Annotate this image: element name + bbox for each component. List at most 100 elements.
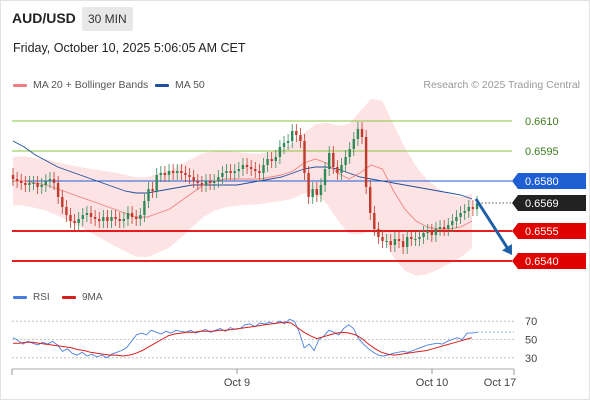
timestamp: Friday, October 10, 2025 5:06:05 AM CET [13, 41, 246, 55]
candle-body [15, 179, 19, 181]
candle-body [81, 215, 84, 219]
candle-body [28, 183, 31, 185]
candle-body [373, 213, 376, 229]
candle-body [130, 213, 134, 217]
candle-body [442, 227, 446, 229]
candle-body [377, 229, 380, 237]
candle-body [385, 241, 388, 242]
candle-body [221, 173, 224, 177]
candle-body [336, 167, 339, 173]
candle [221, 166, 224, 184]
candle-body [307, 173, 310, 197]
candle [225, 164, 228, 180]
candle-body [93, 217, 97, 219]
level-text-0.6610: 0.6610 [525, 116, 559, 128]
candle [229, 164, 232, 180]
candle [410, 230, 413, 246]
candle [163, 166, 167, 182]
candle [274, 150, 277, 168]
candle-body [110, 217, 113, 221]
candle-body [40, 185, 43, 187]
candle [307, 166, 310, 204]
candle-body [463, 211, 466, 213]
legend-ma20-label: MA 20 + Bollinger Bands [33, 79, 149, 91]
candle-body [237, 169, 240, 171]
candle-body [348, 149, 351, 157]
candle-body [20, 181, 23, 183]
candle [237, 162, 240, 178]
candle-body [406, 237, 409, 247]
candle [159, 166, 162, 182]
timeframe-button[interactable]: 30 MIN [82, 7, 133, 31]
rsi-ma9-line [13, 321, 473, 357]
ma20-line [13, 158, 473, 230]
candle-body [455, 217, 458, 221]
candle [73, 214, 76, 230]
level-label-0.6555: 0.6555 [512, 223, 586, 239]
candle-body [418, 237, 421, 239]
candle [245, 158, 249, 174]
candle [471, 200, 475, 216]
candle [455, 210, 458, 228]
candle-body [73, 221, 76, 223]
rsi-swatch-icon [13, 296, 27, 299]
candle-body [171, 171, 175, 173]
candle [40, 178, 43, 194]
candle [258, 164, 261, 180]
candle-body [315, 189, 318, 195]
candle [24, 176, 27, 192]
candle [344, 150, 347, 172]
candle [28, 176, 31, 192]
candle [241, 158, 245, 176]
candle [52, 172, 56, 190]
candle [328, 146, 331, 176]
candle [20, 174, 23, 190]
level-text-0.6595: 0.6595 [525, 146, 559, 158]
candle [291, 124, 294, 148]
candle [348, 142, 351, 164]
candle-body [278, 147, 282, 157]
candle [360, 122, 364, 144]
candle-body [311, 189, 314, 197]
candle [451, 214, 454, 232]
candle-body [291, 131, 294, 141]
candle [389, 234, 392, 252]
candle-body [188, 175, 191, 177]
candle [69, 208, 72, 228]
candle [340, 158, 343, 180]
candle-body [163, 173, 167, 175]
candle [184, 166, 187, 182]
candle [200, 176, 204, 192]
last-price-text: 0.6569 [525, 198, 559, 210]
candle-body [323, 169, 327, 185]
candle [130, 206, 134, 224]
candle-body [270, 159, 273, 161]
rsi-tick-label: 50 [525, 335, 537, 347]
candle [262, 158, 265, 180]
candle [303, 134, 306, 180]
candle-body [122, 219, 125, 221]
candle [377, 222, 380, 244]
candle-body [340, 165, 343, 173]
ma20-swatch-icon [13, 83, 27, 87]
candle [151, 182, 154, 198]
candle [299, 128, 302, 148]
candle-body [44, 181, 47, 185]
candle [406, 230, 409, 254]
candle-body [114, 217, 117, 219]
candle [56, 176, 60, 204]
level-tag-0.6580 [512, 173, 586, 189]
candle [114, 210, 117, 226]
candle-body [414, 239, 417, 240]
level-tag-0.6555 [512, 223, 586, 239]
candle-body [204, 181, 208, 185]
candle [102, 210, 105, 228]
candle-body [249, 167, 253, 169]
candle-body [61, 197, 64, 207]
last-price-tag: 0.6569 [512, 195, 586, 211]
rsi-tick-label: 30 [525, 353, 537, 365]
ma50-swatch-icon [155, 83, 169, 87]
time-axis-label: Oct 9 [224, 377, 250, 389]
candle-body [241, 165, 245, 169]
